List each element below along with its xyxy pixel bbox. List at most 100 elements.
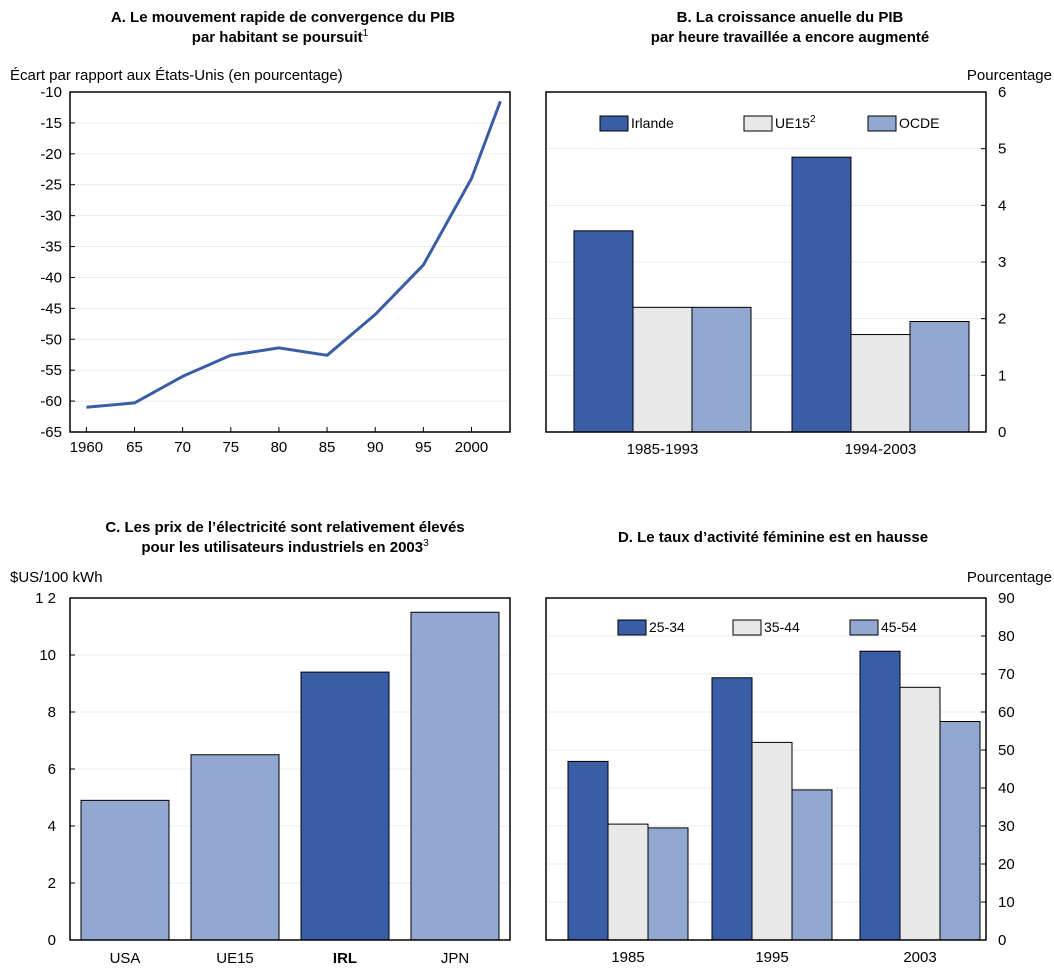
panel-c-title-line2-text: pour les utilisateurs industriels en 200… — [141, 539, 423, 556]
y-tick-label: -20 — [40, 146, 62, 163]
y-tick-label: -25 — [40, 177, 62, 194]
y-tick-label: 1 2 — [35, 590, 56, 607]
y-tick-label: 0 — [998, 424, 1006, 441]
y-tick-label: 0 — [48, 932, 56, 949]
legend-swatch — [733, 620, 761, 635]
bar-25-34 — [712, 678, 752, 940]
bar-OCDE — [910, 322, 969, 433]
y-tick-label: 10 — [998, 894, 1015, 911]
y-tick-label: 3 — [998, 254, 1006, 271]
legend-label-text: OCDE — [899, 115, 939, 131]
legend-label: OCDE — [899, 115, 939, 131]
panel-a-title-line2: par habitant se poursuit1 — [192, 28, 369, 46]
y-tick-label: 6 — [48, 761, 56, 778]
panel-a-note: 1 — [363, 28, 369, 39]
x-tick-label: JPN — [441, 950, 469, 967]
y-tick-label: 2 — [998, 311, 1006, 328]
legend-note: 2 — [810, 114, 816, 125]
panel-d: D. Le taux d’activité féminine est en ha… — [546, 529, 1052, 966]
x-tick-label: 1995 — [755, 949, 788, 966]
y-tick-label: -35 — [40, 239, 62, 256]
legend-swatch — [600, 116, 628, 131]
panel-a-title-line2-text: par habitant se poursuit — [192, 29, 363, 46]
y-tick-label: -55 — [40, 362, 62, 379]
y-tick-label: -45 — [40, 300, 62, 317]
x-tick-label: 2000 — [455, 439, 488, 456]
legend-label-text: Irlande — [631, 115, 674, 131]
legend-label: Irlande — [631, 115, 674, 131]
y-tick-label: 20 — [998, 856, 1015, 873]
x-tick-label: 1960 — [70, 439, 103, 456]
y-tick-label: 4 — [48, 818, 56, 835]
panel-d-unit: Pourcentage — [967, 569, 1052, 586]
y-tick-label: 8 — [48, 704, 56, 721]
legend-label: 35-44 — [764, 619, 800, 635]
panel-b-title-line2: par heure travaillée a encore augmenté — [651, 29, 929, 46]
bar-IRL — [301, 672, 389, 940]
bar-45-54 — [648, 828, 688, 940]
panel-c-note: 3 — [423, 538, 429, 549]
x-tick-label: 80 — [271, 439, 288, 456]
y-tick-label: -50 — [40, 331, 62, 348]
bar-45-54 — [940, 722, 980, 941]
legend-swatch — [618, 620, 646, 635]
x-tick-label: UE15 — [216, 950, 254, 967]
legend-label: 25-34 — [649, 619, 685, 635]
bar-UE15 — [191, 755, 279, 940]
y-tick-label: 90 — [998, 590, 1015, 607]
y-tick-label: 2 — [48, 875, 56, 892]
panel-d-title: D. Le taux d’activité féminine est en ha… — [618, 529, 928, 546]
y-tick-label: 70 — [998, 666, 1015, 683]
x-tick-label: 1985-1993 — [627, 441, 699, 458]
y-tick-label: -10 — [40, 84, 62, 101]
panel-c: C. Les prix de l’électricité sont relati… — [10, 519, 510, 967]
panel-a: A. Le mouvement rapide de convergence du… — [10, 9, 510, 456]
panel-a-title-line1: A. Le mouvement rapide de convergence du… — [111, 9, 455, 26]
legend-swatch — [744, 116, 772, 131]
panel-b-unit: Pourcentage — [967, 67, 1052, 84]
y-tick-label: 4 — [998, 197, 1006, 214]
panel-a-plot-frame — [70, 92, 510, 432]
bar-OCDE — [692, 307, 751, 432]
y-tick-label: 0 — [998, 932, 1006, 949]
y-tick-label: 1 — [998, 367, 1006, 384]
y-tick-label: 80 — [998, 628, 1015, 645]
bar-UE15 — [633, 307, 692, 432]
y-tick-label: -65 — [40, 424, 62, 441]
legend-label: 45-54 — [881, 619, 917, 635]
x-tick-label: 1994-2003 — [845, 441, 917, 458]
y-tick-label: -60 — [40, 393, 62, 410]
x-tick-label: 1985 — [611, 949, 644, 966]
y-tick-label: 40 — [998, 780, 1015, 797]
bar-Irlande — [792, 157, 851, 432]
panel-c-unit: $US/100 kWh — [10, 569, 103, 586]
panel-c-title-line2: pour les utilisateurs industriels en 200… — [141, 538, 429, 556]
bar-45-54 — [792, 790, 832, 940]
x-tick-label: 85 — [319, 439, 336, 456]
legend-label-text: 45-54 — [881, 619, 917, 635]
legend-label: UE152 — [775, 114, 816, 131]
bar-JPN — [411, 612, 499, 940]
panel-a-unit: Écart par rapport aux États-Unis (en pou… — [10, 67, 343, 84]
y-tick-label: -15 — [40, 115, 62, 132]
x-tick-label: 90 — [367, 439, 384, 456]
panel-b: B. La croissance anuelle du PIB par heur… — [546, 9, 1052, 458]
series-line — [86, 101, 500, 407]
x-tick-label: 70 — [174, 439, 191, 456]
bar-USA — [81, 800, 169, 940]
x-tick-label: IRL — [333, 950, 357, 967]
bar-25-34 — [568, 761, 608, 940]
x-tick-label: USA — [110, 950, 141, 967]
y-tick-label: -30 — [40, 208, 62, 225]
x-tick-label: 2003 — [903, 949, 936, 966]
x-tick-label: 75 — [222, 439, 239, 456]
legend-swatch — [868, 116, 896, 131]
x-tick-label: 65 — [126, 439, 143, 456]
y-tick-label: 60 — [998, 704, 1015, 721]
legend-label-text: UE15 — [775, 115, 810, 131]
y-tick-label: -40 — [40, 269, 62, 286]
panel-b-title-line1: B. La croissance anuelle du PIB — [677, 9, 904, 26]
x-tick-label: 95 — [415, 439, 432, 456]
bar-25-34 — [860, 651, 900, 940]
